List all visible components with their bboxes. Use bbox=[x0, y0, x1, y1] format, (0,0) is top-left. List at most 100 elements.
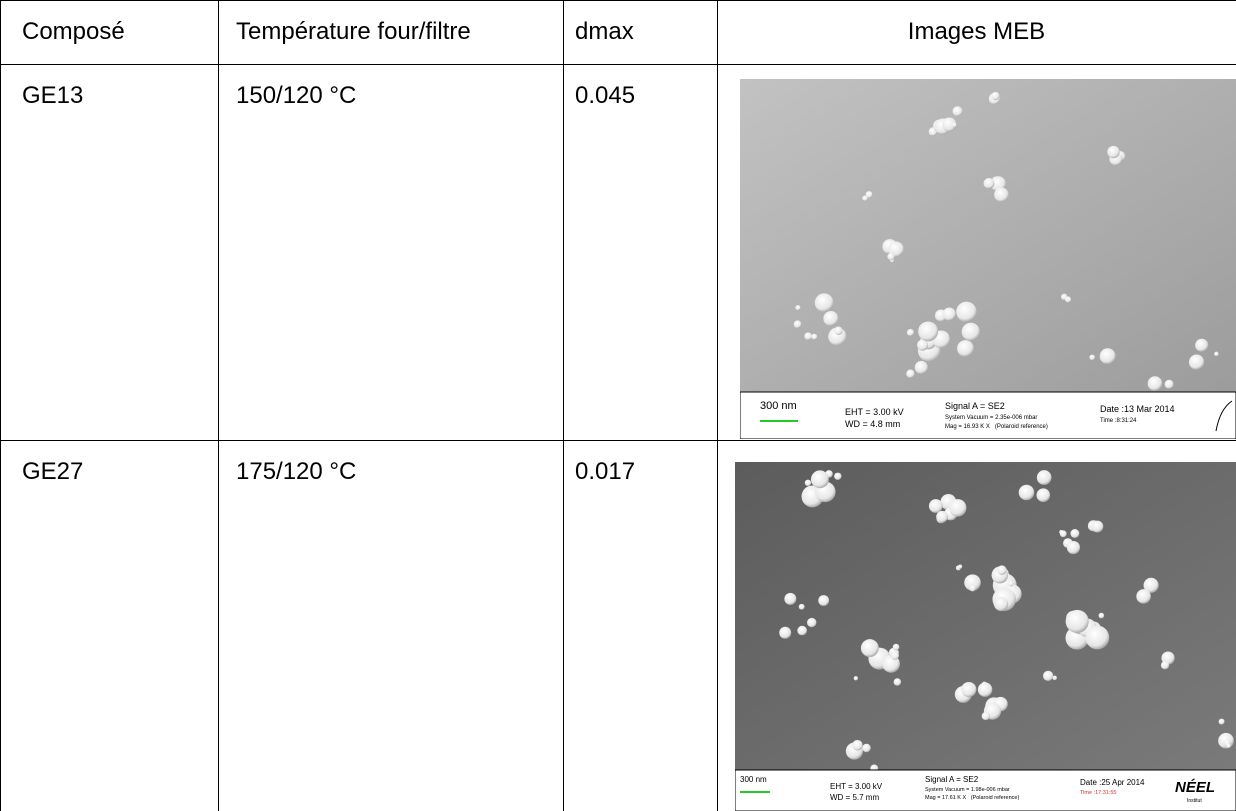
particle bbox=[893, 678, 902, 686]
particle bbox=[823, 311, 839, 327]
particle bbox=[1160, 661, 1170, 670]
particle bbox=[890, 651, 900, 660]
header-cell: Température four/filtre bbox=[236, 18, 471, 45]
particle bbox=[994, 187, 1009, 202]
mag: Mag = 17.61 K X (Polaroid reference) bbox=[925, 795, 1019, 801]
logo-sub: Institut bbox=[1187, 798, 1202, 804]
particle bbox=[860, 639, 879, 658]
particle bbox=[795, 305, 801, 311]
compound: GE27 bbox=[22, 458, 84, 485]
particle bbox=[969, 584, 976, 592]
particle bbox=[1218, 718, 1225, 725]
particle bbox=[1008, 581, 1014, 587]
logo-mark bbox=[1215, 400, 1233, 432]
particle bbox=[1085, 625, 1110, 650]
particle bbox=[1059, 530, 1067, 538]
particle bbox=[814, 293, 834, 313]
particle bbox=[957, 340, 974, 357]
particle bbox=[1136, 589, 1151, 604]
particle bbox=[853, 676, 859, 681]
header-cell: Images MEB bbox=[907, 18, 1046, 45]
particle bbox=[1070, 529, 1080, 538]
particle bbox=[784, 592, 797, 605]
particle bbox=[804, 479, 812, 487]
particle bbox=[793, 320, 802, 329]
date: Date :13 Mar 2014 bbox=[1100, 404, 1175, 414]
particle bbox=[906, 328, 914, 337]
eht: EHT = 3.00 kV bbox=[845, 407, 904, 417]
sem-image: 300 nm EHT = 3.00 kV WD = 5.7 mm Signal … bbox=[735, 462, 1236, 811]
micrograph bbox=[735, 462, 1236, 770]
signal: Signal A = SE2 bbox=[945, 401, 1005, 411]
particle bbox=[892, 643, 900, 651]
particle bbox=[964, 574, 981, 591]
compound: GE13 bbox=[22, 82, 84, 109]
particle bbox=[936, 510, 948, 523]
particle bbox=[958, 564, 963, 569]
particles bbox=[793, 91, 1219, 391]
particle bbox=[914, 360, 928, 375]
particle bbox=[887, 253, 895, 261]
scale-label: 300 nm bbox=[740, 775, 767, 784]
particle bbox=[997, 565, 1007, 575]
particle bbox=[797, 625, 807, 636]
mag: Mag = 16.93 K X (Polaroid reference) bbox=[945, 424, 1048, 430]
particle bbox=[994, 596, 1009, 612]
particle bbox=[862, 195, 868, 201]
particle bbox=[1091, 520, 1104, 533]
particle bbox=[834, 326, 843, 335]
particle bbox=[961, 322, 980, 341]
particle bbox=[918, 321, 939, 342]
particle bbox=[807, 617, 817, 628]
particle bbox=[1043, 670, 1054, 682]
particle bbox=[1195, 338, 1209, 352]
border bbox=[0, 440, 1236, 441]
particle bbox=[1164, 379, 1174, 389]
dmax: 0.045 bbox=[575, 82, 636, 109]
particle bbox=[977, 682, 993, 697]
particle bbox=[811, 333, 818, 340]
particle bbox=[942, 117, 957, 132]
particle bbox=[818, 595, 830, 606]
header-cell: dmax bbox=[575, 18, 634, 45]
time: Time :8:31:24 bbox=[1100, 418, 1137, 424]
micrograph bbox=[740, 79, 1236, 392]
header-cell: Composé bbox=[22, 18, 125, 45]
border bbox=[0, 0, 1, 811]
temperature: 175/120 °C bbox=[236, 458, 357, 485]
particle bbox=[1065, 296, 1072, 303]
particle bbox=[1143, 577, 1159, 593]
particle bbox=[888, 241, 904, 258]
particle bbox=[956, 301, 977, 322]
particle bbox=[834, 472, 842, 480]
particle bbox=[1226, 743, 1231, 749]
particle bbox=[1098, 612, 1105, 619]
wd: WD = 4.8 mm bbox=[845, 419, 900, 429]
date: Date :25 Apr 2014 bbox=[1080, 778, 1145, 787]
info-bar bbox=[740, 391, 1236, 439]
sem-image: 300 nm EHT = 3.00 kV WD = 4.8 mm Signal … bbox=[740, 79, 1236, 439]
particle bbox=[961, 681, 977, 698]
wd: WD = 5.7 mm bbox=[830, 793, 879, 802]
particles bbox=[779, 470, 1234, 773]
border bbox=[563, 0, 564, 811]
particle bbox=[942, 307, 956, 321]
particle bbox=[951, 122, 957, 128]
particle bbox=[1089, 354, 1095, 361]
particle bbox=[1052, 675, 1057, 681]
particle bbox=[1036, 488, 1051, 502]
border bbox=[0, 64, 1236, 65]
particle bbox=[1147, 376, 1163, 391]
eht: EHT = 3.00 kV bbox=[830, 782, 883, 791]
border bbox=[218, 0, 219, 811]
particle bbox=[906, 369, 915, 378]
particle bbox=[852, 739, 863, 751]
logo: NÉEL bbox=[1175, 779, 1215, 796]
particle bbox=[862, 743, 871, 753]
particle bbox=[1065, 609, 1089, 633]
vacuum: System Vacuum = 1.98e-006 mbar bbox=[925, 787, 1010, 793]
border bbox=[0, 0, 1236, 1]
particle bbox=[865, 191, 873, 199]
particle bbox=[1066, 540, 1081, 555]
particle bbox=[810, 470, 829, 489]
